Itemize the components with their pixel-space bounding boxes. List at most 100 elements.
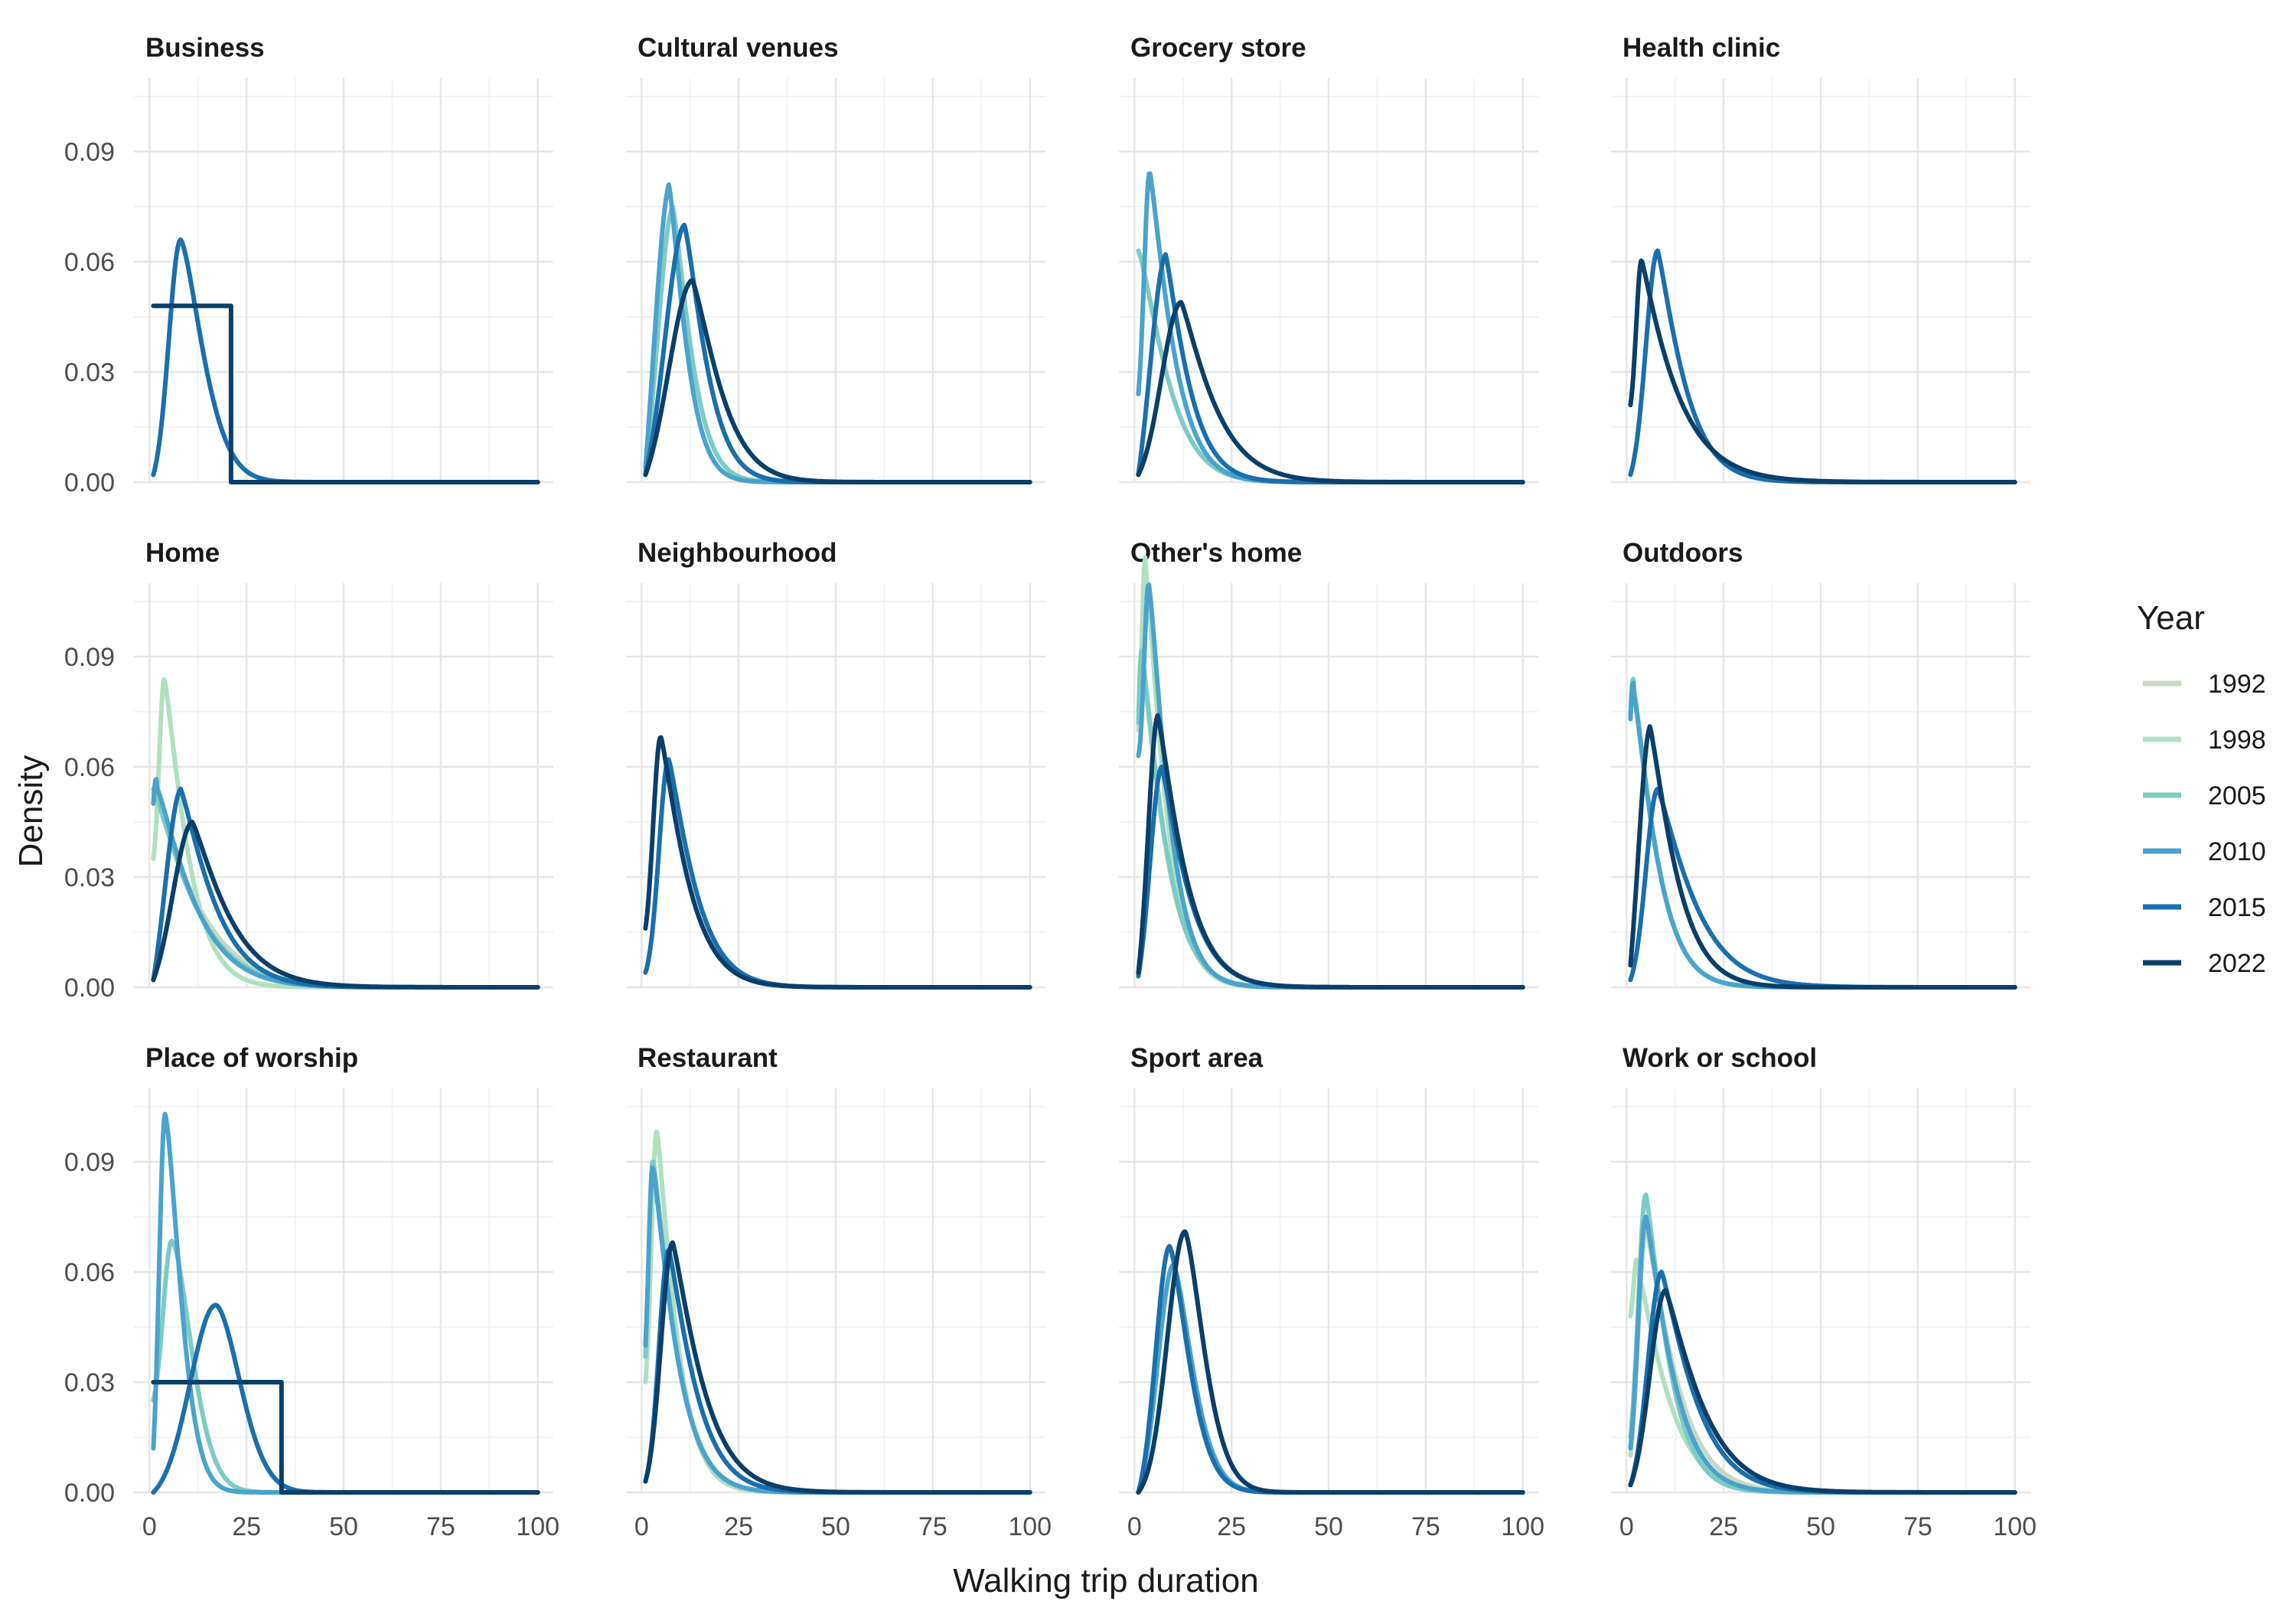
- x-tick-label: 50: [1314, 1512, 1343, 1541]
- legend-label-2005: 2005: [2208, 781, 2266, 810]
- panel-title: Other's home: [1130, 538, 1302, 568]
- series-line-2022: [1628, 258, 2017, 484]
- panel-title: Work or school: [1623, 1043, 1817, 1073]
- x-tick-label: 25: [1709, 1512, 1738, 1541]
- y-tick-label: 0.06: [64, 753, 115, 782]
- panel-title: Health clinic: [1623, 33, 1780, 63]
- series-line-2015: [151, 1303, 540, 1495]
- y-axis-title: Density: [12, 755, 50, 868]
- panel-title: Grocery store: [1130, 33, 1306, 63]
- y-tick-label: 0.09: [64, 138, 115, 167]
- panel-outdoors: Outdoors: [1611, 538, 2030, 990]
- x-tick-label: 75: [426, 1512, 455, 1541]
- series-line-2022: [1136, 299, 1525, 484]
- panel-other-s-home: Other's home: [1119, 538, 1538, 990]
- x-tick-label: 75: [918, 1512, 947, 1541]
- x-tick-label: 50: [821, 1512, 850, 1541]
- x-tick-label: 50: [329, 1512, 358, 1541]
- legend-label-2010: 2010: [2208, 837, 2266, 866]
- panels-layer: Business 0.00 0.03 0.06 0.09 Cultural venues G…: [64, 33, 2037, 1541]
- series-line-2022: [643, 278, 1032, 484]
- series-line-2022: [151, 303, 540, 484]
- panel-title: Restaurant: [638, 1043, 778, 1073]
- x-axis-title: Walking trip duration: [953, 1562, 1258, 1600]
- x-tick-label: 25: [1217, 1512, 1246, 1541]
- panel-title: Cultural venues: [638, 33, 839, 63]
- series-line-2015: [1628, 248, 2017, 484]
- panel-grocery-store: Grocery store: [1119, 33, 1538, 484]
- x-tick-label: 100: [516, 1512, 559, 1541]
- series-line-2010: [151, 1111, 540, 1495]
- series-line-1998: [151, 677, 540, 990]
- series-line-2022: [1136, 713, 1525, 990]
- x-tick-label: 100: [1501, 1512, 1544, 1541]
- y-tick-label: 0.06: [64, 1258, 115, 1287]
- series-line-2022: [151, 820, 540, 990]
- series-line-2005: [1136, 648, 1525, 990]
- panel-home: Home 0.00 0.03 0.06 0.09: [64, 538, 553, 1003]
- x-tick-label: 100: [1993, 1512, 2037, 1541]
- panel-place-of-worship: Place of worship 0.00 0.03 0.06 0.09 0 25 50 75 1…: [64, 1043, 559, 1541]
- x-tick-label: 0: [634, 1512, 649, 1541]
- series-line-2005: [1136, 248, 1525, 484]
- series-line-2005: [1628, 677, 2017, 990]
- series-line-2015: [151, 786, 540, 990]
- series-line-2010: [1628, 1215, 2017, 1495]
- legend-label-2015: 2015: [2208, 893, 2266, 922]
- series-line-2022: [1136, 1229, 1525, 1495]
- panel-sport-area: Sport area 0 25 50 75 100: [1119, 1043, 1544, 1541]
- series-line-2022: [643, 1240, 1032, 1495]
- series-line-1998: [643, 1130, 1032, 1495]
- series-line-2015: [643, 757, 1032, 990]
- panel-restaurant: Restaurant 0 25 50 75 100: [626, 1043, 1052, 1541]
- series-line-1992: [1136, 656, 1525, 990]
- x-tick-label: 0: [142, 1512, 157, 1541]
- legend-label-1992: 1992: [2208, 670, 2266, 699]
- panel-title: Business: [145, 33, 265, 63]
- x-tick-label: 75: [1411, 1512, 1440, 1541]
- series-line-2010: [1136, 582, 1525, 990]
- x-tick-label: 0: [1127, 1512, 1142, 1541]
- series-line-2022: [1628, 724, 2017, 990]
- panel-neighbourhood: Neighbourhood: [626, 538, 1045, 990]
- y-tick-label: 0.09: [64, 643, 115, 672]
- panel-cultural-venues: Cultural venues: [626, 33, 1045, 484]
- y-tick-label: 0.03: [64, 863, 115, 892]
- panel-business: Business 0.00 0.03 0.06 0.09: [64, 33, 553, 497]
- panel-health-clinic: Health clinic: [1611, 33, 2030, 484]
- series-line-2015: [643, 223, 1032, 484]
- series-line-2010: [1136, 171, 1525, 484]
- x-tick-label: 25: [724, 1512, 753, 1541]
- panel-work-or-school: Work or school 0 25 50 75 100: [1611, 1043, 2037, 1541]
- series-line-2022: [1628, 1288, 2017, 1495]
- y-tick-label: 0.03: [64, 358, 115, 387]
- legend-title: Year: [2137, 599, 2205, 637]
- panel-title: Place of worship: [145, 1043, 358, 1073]
- y-tick-label: 0.00: [64, 973, 115, 1003]
- x-tick-label: 25: [232, 1512, 261, 1541]
- panel-title: Home: [145, 538, 220, 568]
- y-tick-label: 0.00: [64, 1479, 115, 1508]
- series-line-2005: [151, 1238, 540, 1495]
- series-line-2022: [643, 735, 1032, 990]
- x-tick-label: 100: [1008, 1512, 1052, 1541]
- legend: Year 1992 1998 2005 2010 2015 2022: [2137, 599, 2266, 978]
- series-line-2022: [151, 1380, 540, 1495]
- series-line-2010: [151, 777, 540, 990]
- panel-title: Neighbourhood: [638, 538, 837, 568]
- x-tick-label: 50: [1806, 1512, 1835, 1541]
- y-tick-label: 0.09: [64, 1148, 115, 1177]
- y-tick-label: 0.00: [64, 468, 115, 497]
- panel-title: Outdoors: [1623, 538, 1743, 568]
- x-tick-label: 0: [1619, 1512, 1634, 1541]
- series-line-2010: [1628, 680, 2017, 990]
- legend-label-1998: 1998: [2208, 726, 2266, 755]
- panel-title: Sport area: [1130, 1043, 1264, 1073]
- y-tick-label: 0.06: [64, 248, 115, 277]
- y-tick-label: 0.03: [64, 1368, 115, 1397]
- legend-label-2022: 2022: [2208, 949, 2266, 978]
- x-tick-label: 75: [1903, 1512, 1932, 1541]
- series-line-2015: [151, 237, 540, 484]
